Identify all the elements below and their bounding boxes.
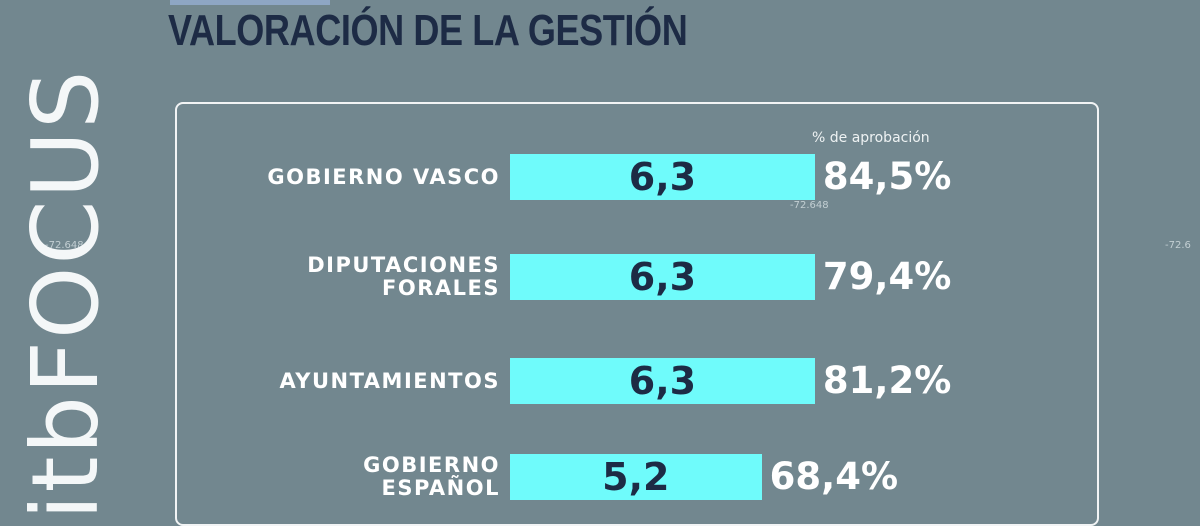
category-label: DIPUTACIONES FORALES bbox=[307, 253, 500, 300]
approval-label: 68,4% bbox=[769, 455, 899, 498]
approval-header: % de aprobación bbox=[812, 130, 930, 146]
bar bbox=[510, 358, 815, 404]
category-label: GOBIERNO VASCO bbox=[267, 164, 500, 189]
approval-label: 84,5% bbox=[822, 155, 952, 198]
approval-label: 79,4% bbox=[822, 255, 952, 298]
background-label: -72.648 bbox=[790, 200, 829, 211]
page: VALORACIÓN DE LA GESTIÓN -72.648 -72.648… bbox=[12, 0, 1191, 526]
background-label: -72.648 bbox=[45, 240, 84, 251]
bar bbox=[510, 254, 815, 300]
value-label: 5,2 bbox=[602, 455, 670, 499]
chart-title: VALORACIÓN DE LA GESTIÓN bbox=[168, 6, 688, 55]
bar bbox=[510, 454, 762, 500]
value-label: 6,3 bbox=[628, 255, 697, 299]
background-label: -72.6 bbox=[1165, 240, 1191, 251]
watermark: itbFOCUS bbox=[12, 68, 119, 520]
approval-label: 81,2% bbox=[822, 359, 952, 402]
value-label: 6,3 bbox=[628, 155, 697, 199]
category-label: AYUNTAMIENTOS bbox=[279, 368, 500, 393]
value-label: 6,3 bbox=[628, 359, 697, 403]
accent-bar bbox=[170, 0, 330, 5]
bar bbox=[510, 154, 815, 200]
category-label: GOBIERNO ESPAÑOL bbox=[363, 453, 500, 500]
